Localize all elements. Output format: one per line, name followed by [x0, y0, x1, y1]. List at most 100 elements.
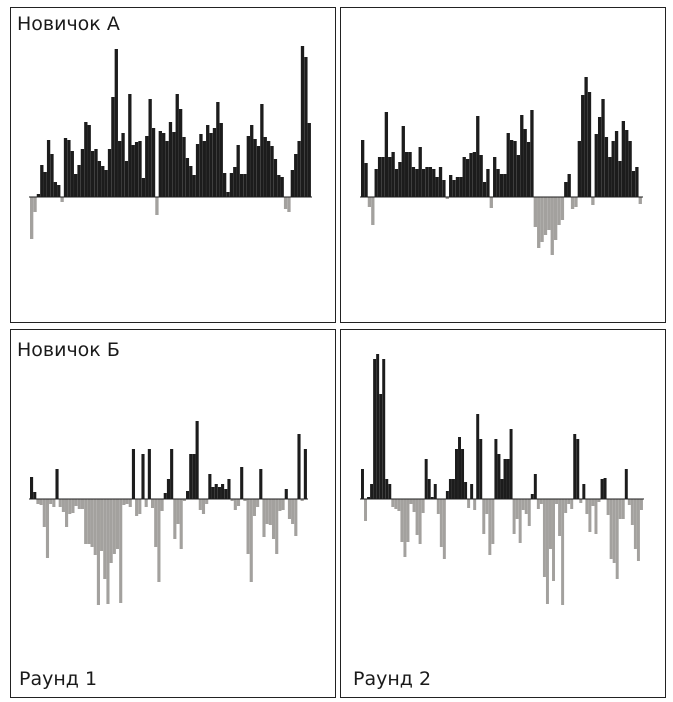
bar — [252, 499, 256, 516]
bar — [543, 197, 548, 235]
bar — [111, 97, 115, 197]
bar — [168, 122, 173, 197]
bar — [542, 499, 546, 577]
bar — [74, 499, 78, 506]
bar — [297, 141, 301, 197]
bar — [549, 499, 552, 549]
bar — [388, 157, 392, 197]
bar — [43, 172, 47, 197]
bar — [367, 497, 371, 499]
bar — [630, 499, 634, 525]
bar — [581, 95, 585, 197]
bar — [182, 137, 186, 197]
bar — [432, 169, 436, 197]
bar — [638, 197, 642, 204]
bar — [154, 499, 158, 547]
bar — [209, 133, 213, 197]
bar — [135, 499, 139, 516]
bar — [564, 182, 568, 197]
bar — [461, 449, 465, 499]
bar — [364, 163, 368, 197]
bar-chart-r1c2 — [360, 77, 643, 255]
bar — [485, 499, 489, 514]
bar — [265, 499, 269, 524]
bar — [560, 197, 565, 220]
bar — [608, 157, 612, 197]
bar — [141, 178, 146, 197]
bar — [472, 152, 477, 197]
bar — [588, 499, 592, 532]
bar — [594, 134, 598, 197]
bar — [503, 459, 507, 499]
bar — [45, 499, 50, 558]
bar — [61, 499, 65, 512]
bar — [243, 499, 247, 501]
bar — [182, 499, 186, 501]
bar — [570, 197, 575, 209]
bar — [68, 499, 72, 514]
bar — [147, 449, 151, 499]
bar — [270, 146, 274, 197]
bar — [489, 197, 493, 208]
bar — [479, 155, 483, 197]
bar — [527, 499, 531, 526]
bar — [391, 499, 395, 507]
bar — [394, 169, 399, 197]
bar — [585, 499, 589, 514]
bar — [523, 129, 527, 197]
bar — [479, 439, 483, 499]
bar — [512, 499, 516, 534]
bar — [87, 125, 91, 197]
bar — [90, 151, 95, 197]
bar — [467, 499, 471, 508]
bar — [227, 479, 231, 499]
bar — [206, 125, 210, 197]
bar — [294, 499, 298, 536]
bar — [46, 140, 51, 197]
bar — [219, 123, 223, 197]
bar — [361, 469, 364, 499]
bar — [212, 128, 217, 197]
bar — [280, 177, 284, 197]
bar — [609, 499, 613, 559]
bar — [65, 499, 69, 527]
bar — [405, 152, 409, 197]
bar — [545, 499, 549, 604]
bar — [462, 157, 466, 197]
bar — [121, 133, 125, 197]
bar — [448, 479, 452, 499]
bar — [455, 449, 458, 499]
bar — [436, 499, 440, 514]
bar — [412, 499, 416, 512]
bar — [97, 161, 102, 197]
bar — [371, 197, 375, 225]
chart-panel-r2c2: Раунд 2 — [340, 329, 666, 698]
bar — [482, 182, 487, 197]
bar — [459, 177, 463, 197]
bar — [364, 499, 367, 521]
bar — [101, 166, 105, 197]
bar — [160, 499, 164, 511]
bar — [464, 482, 468, 499]
bar — [409, 499, 413, 504]
bar — [433, 484, 437, 499]
bar — [93, 499, 97, 555]
bar — [96, 499, 100, 605]
bar — [300, 499, 304, 501]
bar — [256, 499, 260, 507]
chart-panel-r2c1: Новичок Б Раунд 1 — [10, 329, 336, 698]
bar — [148, 99, 152, 197]
bar — [506, 133, 510, 197]
bar — [573, 434, 577, 499]
bar — [385, 479, 389, 499]
bar — [106, 499, 110, 604]
bar — [382, 359, 386, 499]
bar — [547, 197, 551, 230]
bar — [600, 479, 604, 499]
bar — [144, 499, 148, 507]
bar — [418, 499, 422, 544]
bar — [624, 469, 628, 499]
bar — [606, 499, 610, 515]
bar — [621, 499, 625, 519]
bar — [361, 140, 365, 197]
